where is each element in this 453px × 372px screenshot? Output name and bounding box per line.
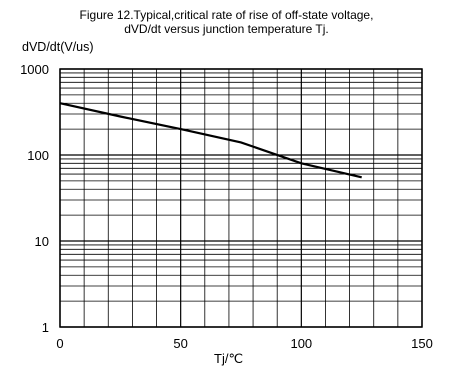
chart-title-line-1: Figure 12.Typical,critical rate of rise …: [79, 8, 374, 22]
y-tick-label: 1: [42, 320, 49, 335]
x-tick-label: 100: [290, 336, 312, 351]
x-tick-label: 0: [56, 336, 63, 351]
series-line: [59, 102, 362, 179]
plot-frame: [59, 68, 423, 328]
y-axis-label: dVD/dt(V/us): [22, 40, 94, 54]
series-layer: [59, 102, 362, 179]
chart-title-line-2: dVD/dt versus junction temperature Tj.: [124, 22, 329, 36]
x-tick-label: 50: [173, 336, 187, 351]
y-tick-label: 1000: [20, 62, 49, 77]
y-tick-label: 100: [27, 148, 49, 163]
tick-labels: 0 50 100 150 1 10 100 1000: [20, 62, 433, 351]
grid: [59, 68, 423, 328]
y-tick-label: 10: [35, 234, 49, 249]
x-axis-label: Tj/℃: [214, 351, 244, 366]
x-tick-label: 150: [411, 336, 433, 351]
